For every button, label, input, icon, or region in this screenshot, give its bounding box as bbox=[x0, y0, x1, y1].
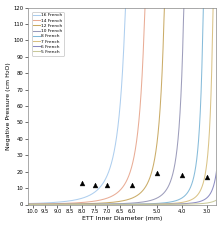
X-axis label: ETT Inner Diameter (mm): ETT Inner Diameter (mm) bbox=[82, 216, 162, 222]
Y-axis label: Negative Pressure (cm H₂O): Negative Pressure (cm H₂O) bbox=[6, 62, 11, 150]
Legend: 16 French, 14 French, 12 French, 10 French, 8 French, 7 French, 6 French, 5 Fren: 16 French, 14 French, 12 French, 10 Fren… bbox=[32, 12, 64, 56]
